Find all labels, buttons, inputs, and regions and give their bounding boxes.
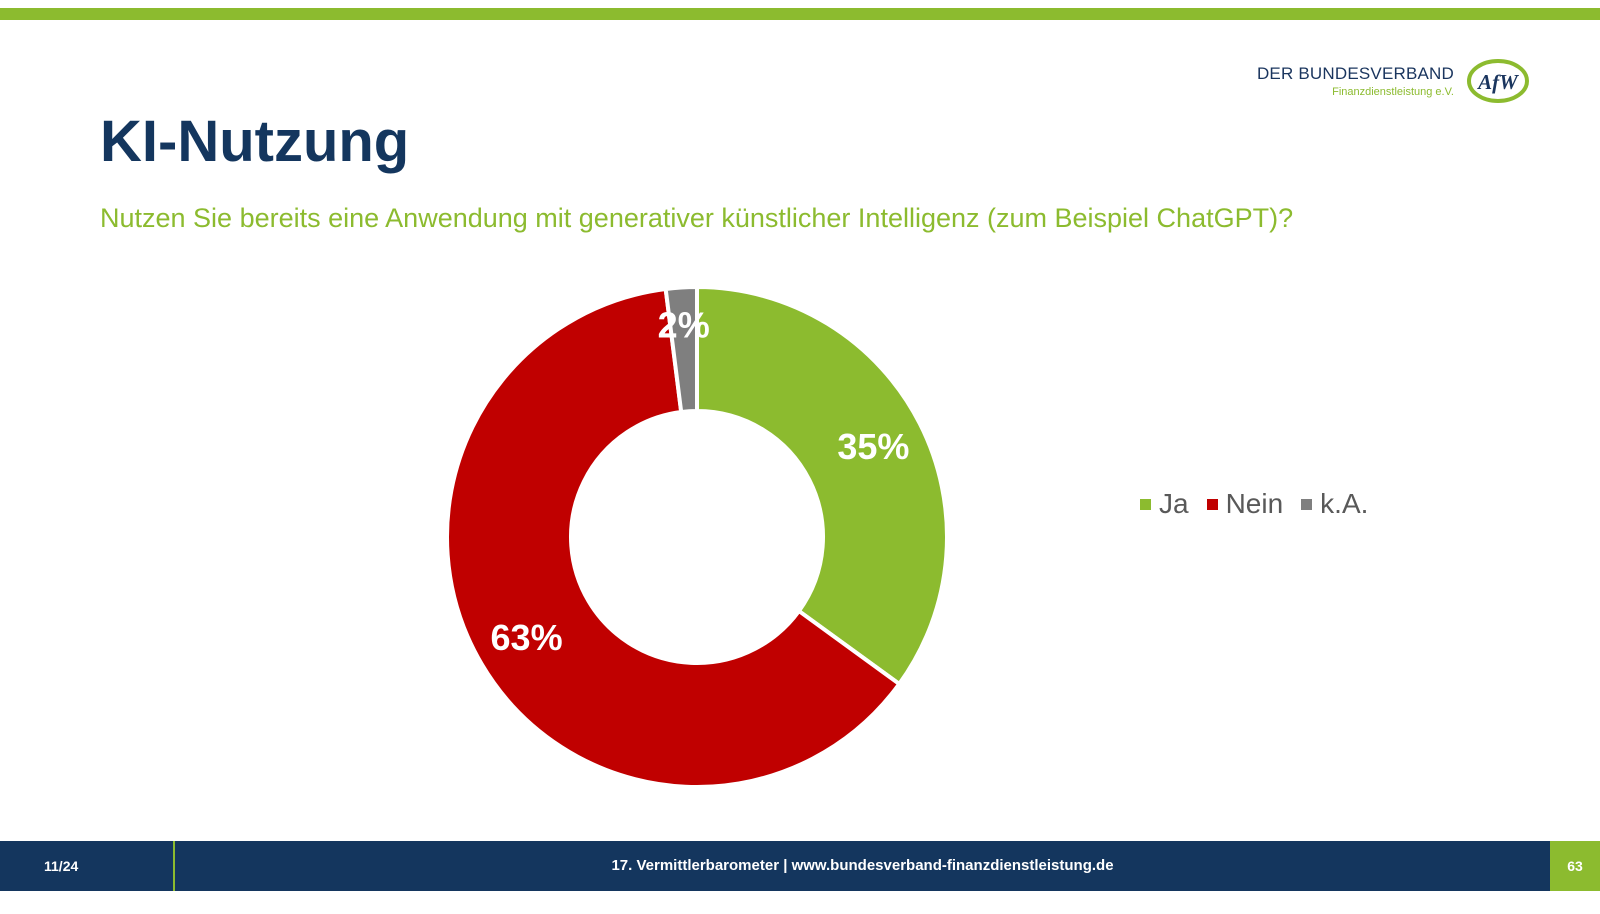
chart-legend: Ja Nein k.A. xyxy=(1140,488,1386,520)
page-title: KI-Nutzung xyxy=(100,109,410,174)
footer-slide-number: 63 xyxy=(1550,841,1600,891)
legend-swatch xyxy=(1140,498,1151,510)
survey-question: Nutzen Sie bereits eine Anwendung mit ge… xyxy=(100,203,1294,233)
legend-swatch xyxy=(1301,498,1313,510)
footer-page-indicator: 11/24 xyxy=(44,858,79,874)
legend-swatch xyxy=(1206,498,1218,510)
slice-ja xyxy=(695,284,949,687)
logo-line1: DER BUNDESVERBAND xyxy=(1256,64,1454,83)
logo-mark-text: AfW xyxy=(1476,70,1519,94)
donut-chart: 35% 63% 2% xyxy=(445,284,949,789)
legend-item: k.A. xyxy=(1301,488,1368,520)
data-label-ja: 35% xyxy=(837,426,909,467)
logo: DER BUNDESVERBAND Finanzdienstleistung e… xyxy=(1257,58,1530,104)
footer-source-text: 17. Vermittlerbarometer | www.bundesverb… xyxy=(611,857,1114,874)
legend-label: Ja xyxy=(1159,488,1189,519)
top-accent-bar xyxy=(0,8,1600,20)
data-label-nein: 63% xyxy=(491,617,563,658)
legend-item: Nein xyxy=(1206,488,1284,520)
data-label-k-a: 2% xyxy=(658,304,710,345)
legend-label: Nein xyxy=(1225,488,1284,519)
legend-label: k.A. xyxy=(1320,488,1369,519)
slice-nein xyxy=(445,286,903,789)
afw-logo-icon: AfW xyxy=(1467,59,1529,103)
slice-k-a xyxy=(663,284,699,415)
footer-bar: 11/24 17. Vermittlerbarometer | www.bund… xyxy=(0,841,1600,891)
logo-text: DER BUNDESVERBAND Finanzdienstleistung e… xyxy=(1257,64,1454,98)
logo-line2: Finanzdienstleistung e.V. xyxy=(1332,86,1454,98)
legend-item: Ja xyxy=(1140,488,1189,520)
footer-divider xyxy=(173,841,175,891)
